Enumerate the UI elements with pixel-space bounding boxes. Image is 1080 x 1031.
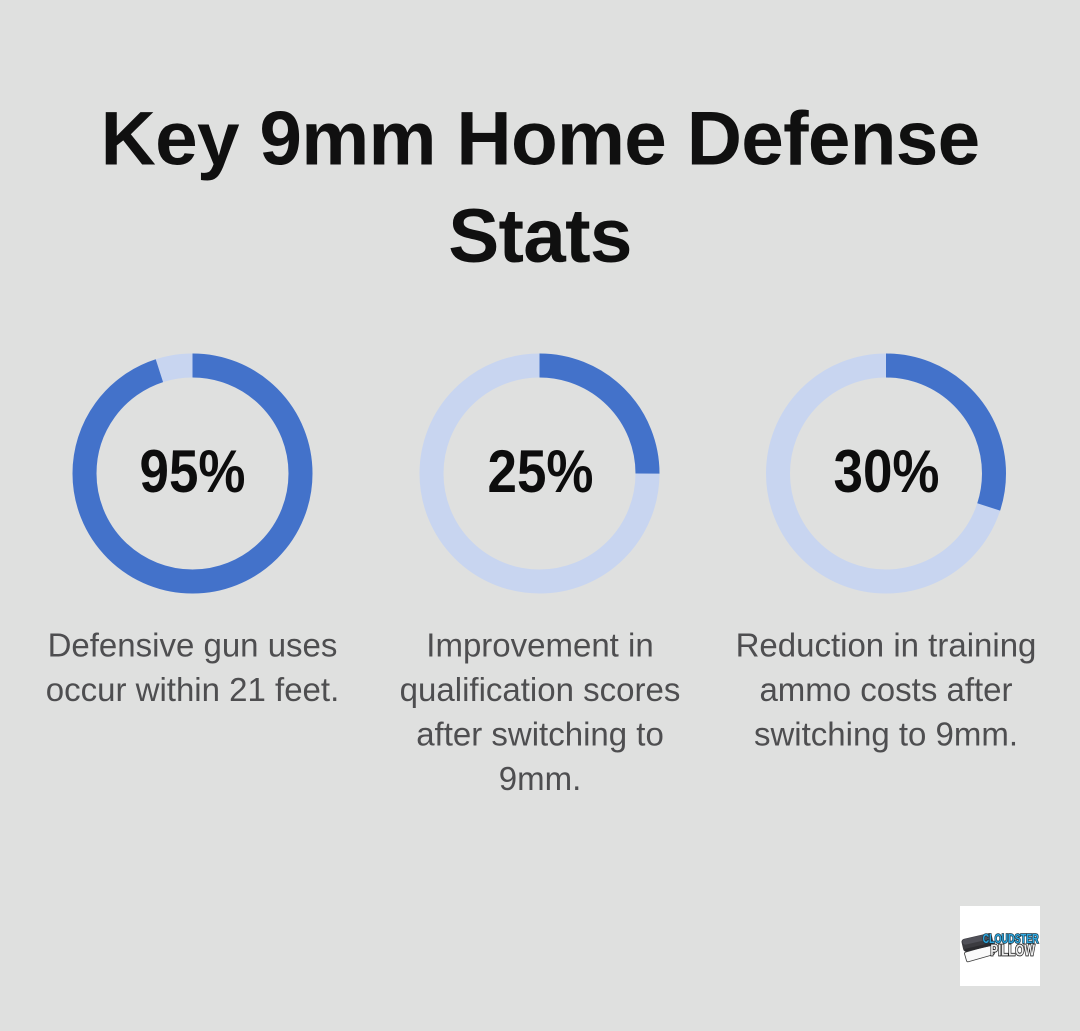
svg-text:Key 9mm Home Defense: Key 9mm Home Defense xyxy=(101,97,980,182)
svg-text:PILLOW: PILLOW xyxy=(990,942,1035,959)
svg-text:CLOUDSTER: CLOUDSTER xyxy=(983,933,1039,947)
svg-text:switching to 9mm.: switching to 9mm. xyxy=(754,716,1018,753)
svg-text:Stats: Stats xyxy=(448,194,632,279)
svg-text:Improvement in: Improvement in xyxy=(426,627,653,664)
svg-text:30%: 30% xyxy=(834,439,940,506)
svg-text:ammo costs after: ammo costs after xyxy=(759,671,1012,708)
svg-text:Reduction in training: Reduction in training xyxy=(736,627,1037,664)
svg-text:occur within 21 feet.: occur within 21 feet. xyxy=(46,671,340,708)
svg-text:Defensive gun uses: Defensive gun uses xyxy=(48,627,338,664)
svg-text:after switching to: after switching to xyxy=(416,716,664,753)
svg-text:qualification scores: qualification scores xyxy=(400,671,681,708)
svg-text:95%: 95% xyxy=(140,439,246,506)
svg-text:9mm.: 9mm. xyxy=(499,760,582,797)
svg-text:25%: 25% xyxy=(488,439,594,506)
